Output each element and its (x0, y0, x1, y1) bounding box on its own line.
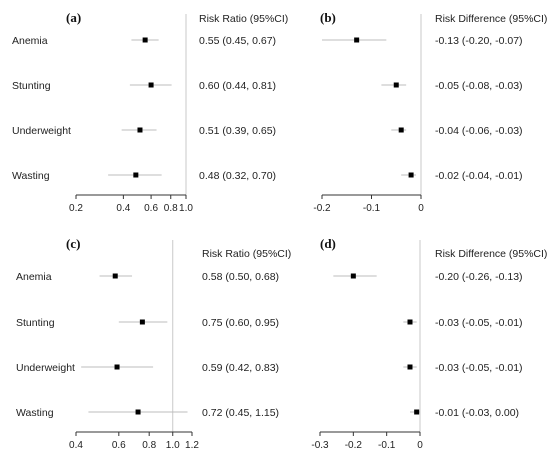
panel-label: (d) (320, 236, 336, 251)
row-label: Anemia (12, 35, 48, 47)
row-label: Underweight (12, 125, 71, 137)
estimate-ci-text: -0.13 (-0.20, -0.07) (435, 35, 523, 47)
x-tick-label: 1.0 (166, 440, 180, 451)
column-header: Risk Difference (95%CI) (435, 248, 547, 260)
estimate-ci-text: 0.59 (0.42, 0.83) (202, 362, 279, 374)
x-tick-label: 0.4 (69, 440, 83, 451)
x-tick-label: 0.6 (144, 203, 158, 214)
point-estimate (407, 364, 413, 370)
point-estimate (350, 273, 356, 279)
x-tick-label: 1.2 (185, 440, 199, 451)
estimate-ci-text: -0.03 (-0.05, -0.01) (435, 317, 523, 329)
estimate-ci-text: 0.48 (0.32, 0.70) (199, 170, 276, 182)
x-tick-label: 0 (418, 203, 424, 214)
panel-label: (c) (66, 236, 80, 251)
x-tick-label: -0.2 (345, 440, 363, 451)
point-estimate (408, 172, 414, 178)
x-tick-label: -0.1 (378, 440, 396, 451)
x-tick-label: 0.8 (142, 440, 156, 451)
point-estimate (114, 364, 120, 370)
row-label: Underweight (16, 362, 75, 374)
panel-d-group: (d) Risk Difference (95%CI) -0.3 -0.2 -0.1 0 -… (311, 236, 547, 451)
estimate-ci-text: 0.58 (0.50, 0.68) (202, 271, 279, 283)
point-estimate (137, 127, 143, 133)
estimate-ci-text: 0.51 (0.39, 0.65) (199, 125, 276, 137)
x-tick-label: -0.2 (313, 203, 331, 214)
panel-a-group: (a) Risk Ratio (95%CI) 0.2 0.4 0.6 0.8 1.0 Anem… (12, 10, 288, 214)
row-label: Stunting (16, 317, 55, 329)
point-estimate (407, 319, 413, 325)
estimate-ci-text: -0.01 (-0.03, 0.00) (435, 407, 519, 419)
estimate-ci-text: -0.03 (-0.05, -0.01) (435, 362, 523, 374)
x-tick-label: 0.8 (164, 203, 178, 214)
column-header: Risk Difference (95%CI) (435, 13, 547, 25)
point-estimate (393, 82, 399, 88)
x-tick-label: -0.3 (311, 440, 329, 451)
column-header: Risk Ratio (95%CI) (202, 248, 291, 260)
panel-c-group: (c) Risk Ratio (95%CI) 0.4 0.6 0.8 1.0 1.2 Anem… (16, 236, 291, 451)
estimate-ci-text: 0.72 (0.45, 1.15) (202, 407, 279, 419)
row-label: Anemia (16, 271, 52, 283)
estimate-ci-text: 0.55 (0.45, 0.67) (199, 35, 276, 47)
point-estimate (139, 319, 145, 325)
estimate-ci-text: 0.60 (0.44, 0.81) (199, 80, 276, 92)
point-estimate (414, 409, 420, 415)
estimate-ci-text: -0.05 (-0.08, -0.03) (435, 80, 523, 92)
estimate-ci-text: -0.20 (-0.26, -0.13) (435, 271, 523, 283)
panel-b-group: (b) Risk Difference (95%CI) -0.2 -0.1 0 -0.13… (313, 10, 547, 214)
x-tick-label: 0.2 (69, 203, 83, 214)
row-label: Wasting (12, 170, 50, 182)
x-tick-label: 1.0 (179, 203, 193, 214)
x-tick-label: 0.4 (116, 203, 130, 214)
point-estimate (133, 172, 139, 178)
panel-label: (b) (320, 10, 336, 25)
point-estimate (142, 37, 148, 43)
row-label: Stunting (12, 80, 51, 92)
point-estimate (148, 82, 154, 88)
x-tick-label: 0.6 (112, 440, 126, 451)
estimate-ci-text: -0.04 (-0.06, -0.03) (435, 125, 523, 137)
panel-label: (a) (66, 10, 81, 25)
point-estimate (112, 273, 118, 279)
point-estimate (354, 37, 360, 43)
x-tick-label: 0 (417, 440, 423, 451)
column-header: Risk Ratio (95%CI) (199, 13, 288, 25)
estimate-ci-text: 0.75 (0.60, 0.95) (202, 317, 279, 329)
estimate-ci-text: -0.02 (-0.04, -0.01) (435, 170, 523, 182)
row-label: Wasting (16, 407, 54, 419)
point-estimate (135, 409, 141, 415)
point-estimate (398, 127, 404, 133)
x-tick-label: -0.1 (363, 203, 381, 214)
